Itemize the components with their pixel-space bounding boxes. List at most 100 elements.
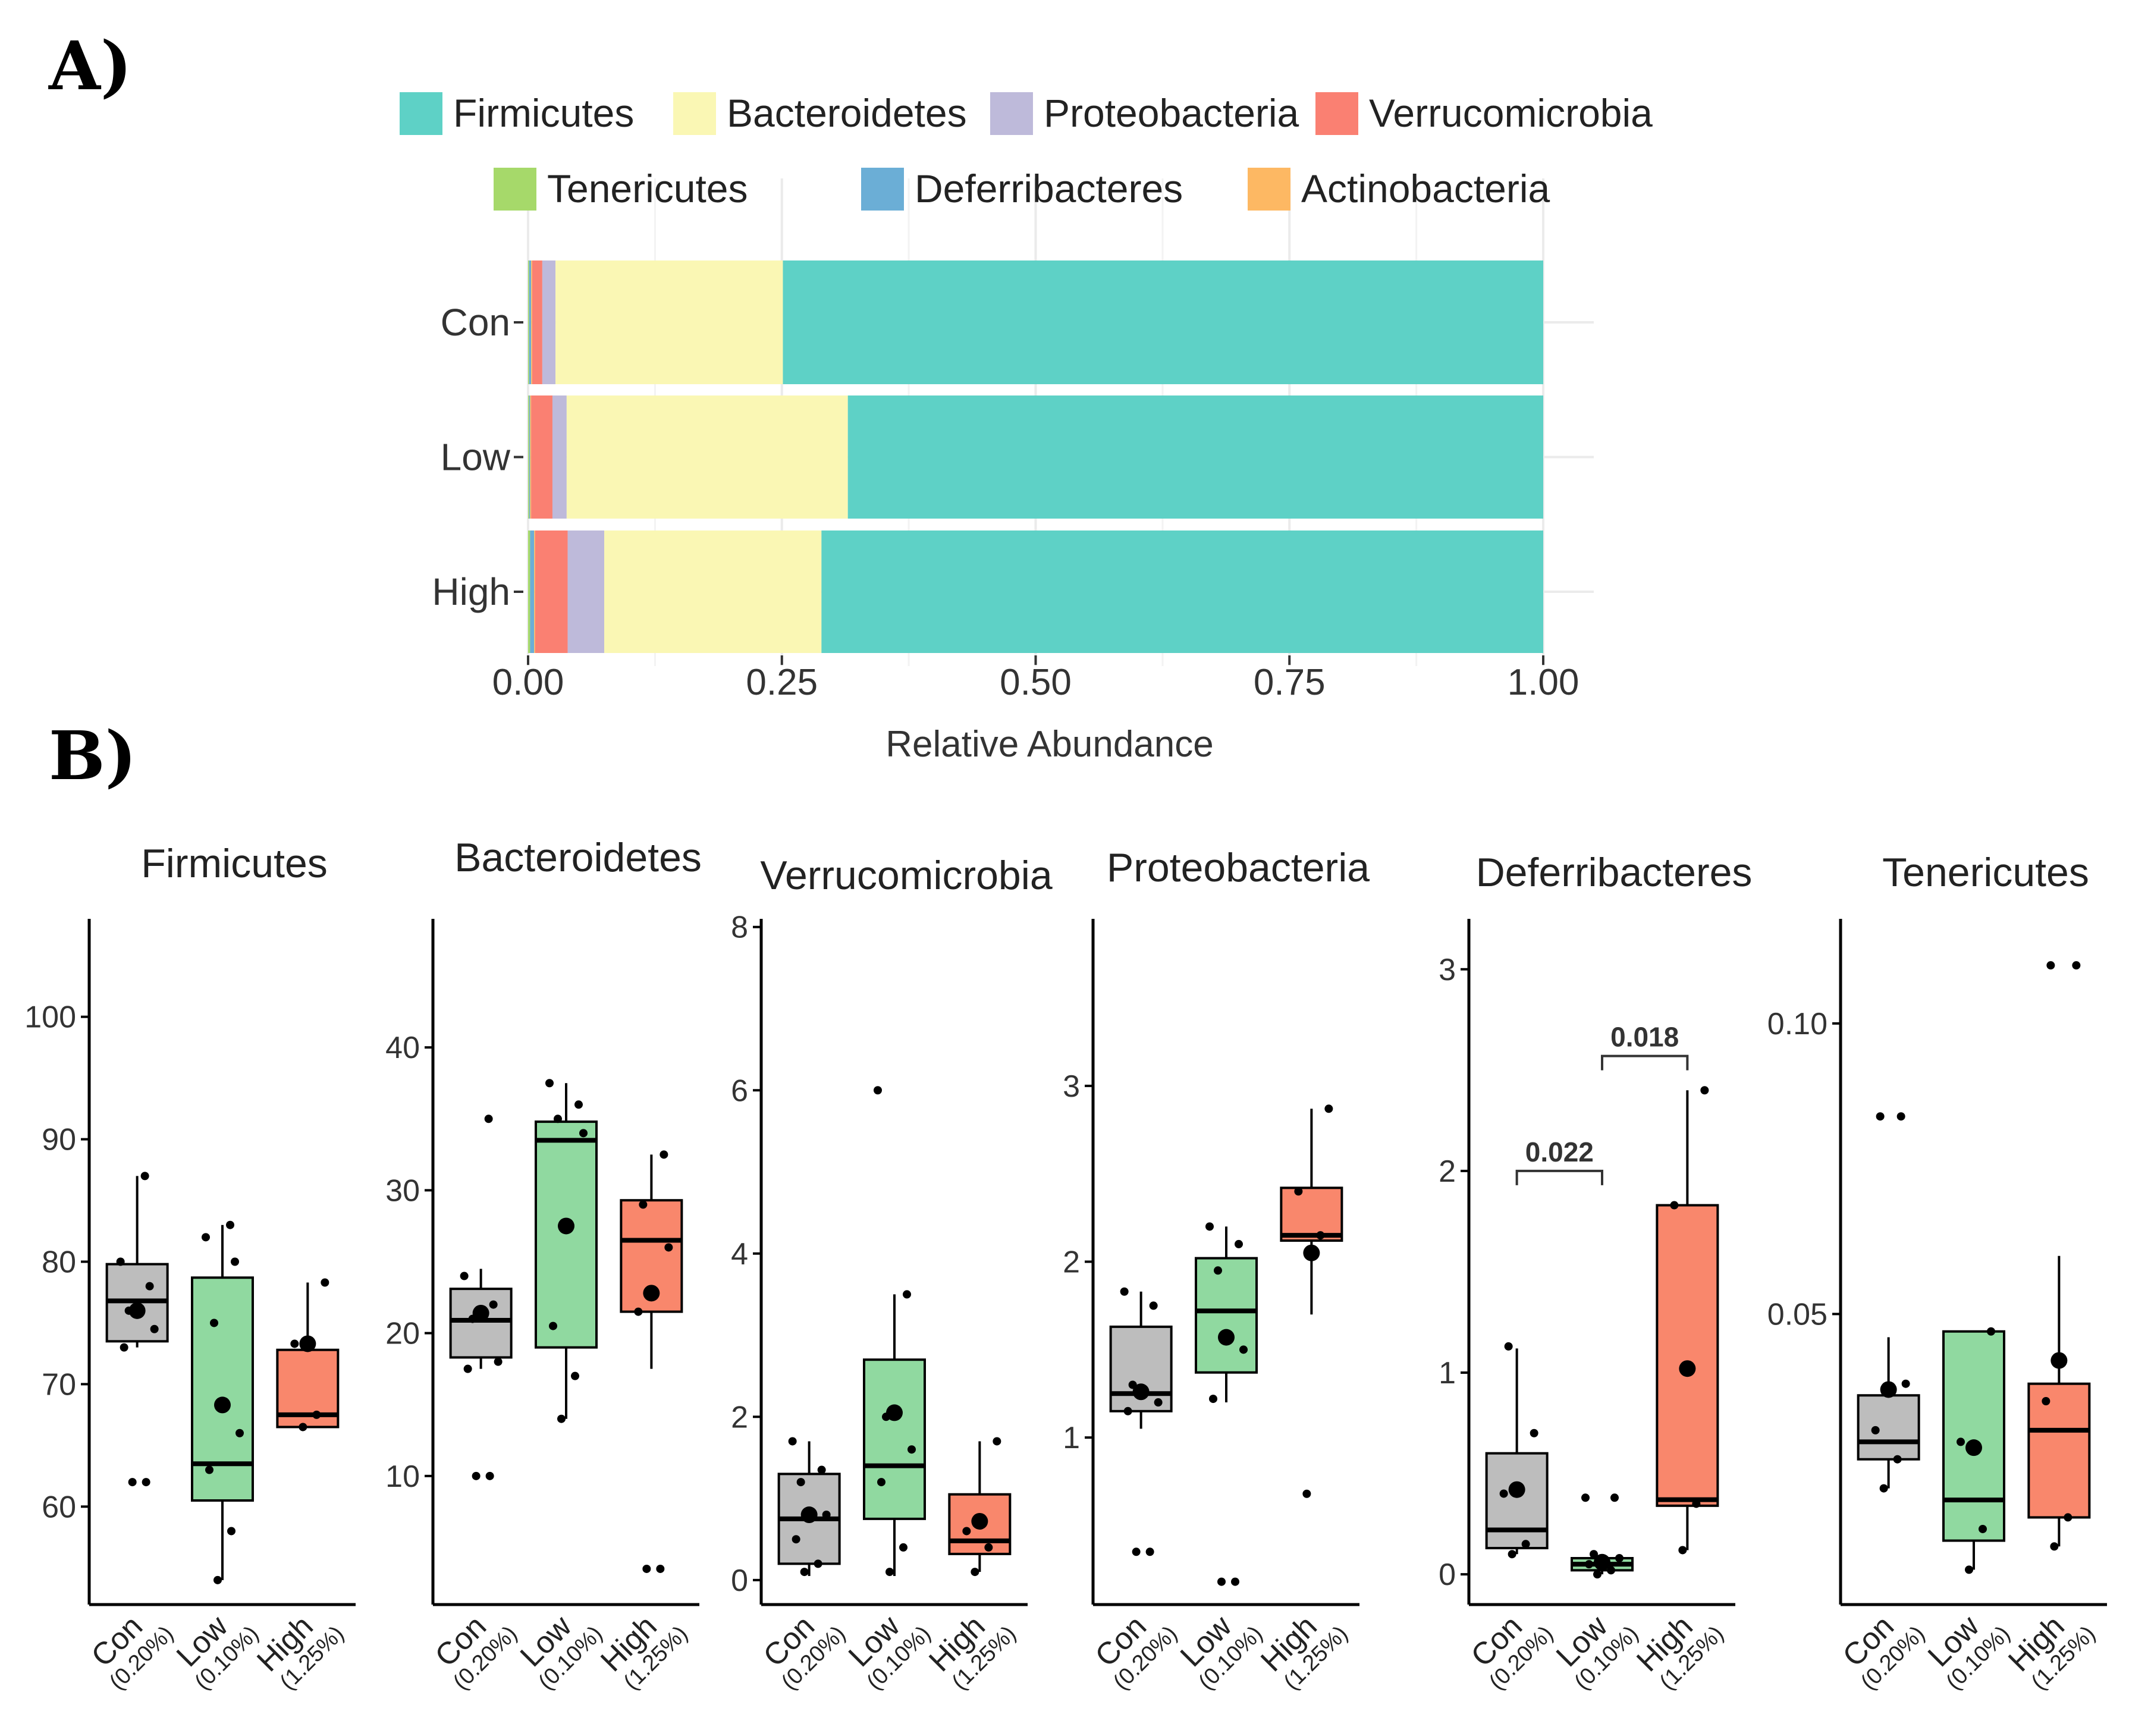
data-point <box>1670 1201 1679 1210</box>
y-tick-label: 10 <box>385 1459 420 1494</box>
data-point <box>1231 1577 1239 1586</box>
data-point <box>299 1423 307 1432</box>
mean-point <box>128 1302 146 1319</box>
box <box>863 1358 926 1520</box>
data-point <box>788 1437 797 1446</box>
data-point <box>1316 1231 1325 1240</box>
box <box>2027 1382 2091 1519</box>
legend-key-firmicutes <box>400 92 442 135</box>
data-point <box>579 1129 588 1138</box>
data-point <box>142 1478 150 1487</box>
data-point <box>210 1319 218 1327</box>
data-point <box>1893 1455 1902 1464</box>
legend-label-verrucomicrobia: Verrucomicrobia <box>1369 91 1653 135</box>
bar-segment-high-verrucomicrobia <box>535 530 568 653</box>
data-point <box>460 1272 469 1280</box>
bar-segment-con-bacteroidetes <box>555 260 783 384</box>
chart-title: Proteobacteria <box>1107 845 1370 890</box>
y-tick-label: 60 <box>42 1490 76 1524</box>
mean-point <box>643 1285 660 1302</box>
mean-point <box>1880 1381 1897 1398</box>
y-tick-label: 2 <box>1439 1154 1456 1189</box>
box <box>191 1276 254 1502</box>
mean-point <box>558 1217 574 1235</box>
panel-b-label: B) <box>49 717 137 795</box>
data-point <box>814 1559 822 1568</box>
panel-a-label: A) <box>48 27 132 105</box>
data-point <box>472 1471 481 1480</box>
data-point <box>1879 1484 1888 1493</box>
y-tick-label: 90 <box>42 1123 76 1157</box>
bar-segment-high-deferribacteres <box>530 530 535 653</box>
data-point <box>1154 1398 1163 1407</box>
data-point <box>1593 1570 1602 1579</box>
data-point <box>463 1364 472 1373</box>
data-point <box>664 1243 673 1252</box>
x-tick-label: 1.00 <box>1508 662 1580 703</box>
bar-segment-high-proteobacteria <box>567 530 605 653</box>
data-point <box>800 1568 809 1577</box>
bar-segment-low-tenericutes <box>528 395 529 519</box>
data-point <box>656 1564 665 1573</box>
data-point <box>1876 1112 1885 1121</box>
data-point <box>2042 1397 2050 1406</box>
data-point <box>1871 1426 1880 1434</box>
y-tick-label-low: Low <box>441 436 511 479</box>
data-point <box>116 1257 125 1266</box>
data-point <box>1521 1540 1530 1549</box>
data-point <box>202 1233 210 1242</box>
y-tick-label: 0 <box>1439 1558 1456 1592</box>
data-point <box>321 1278 329 1287</box>
bar-segment-low-bacteroidetes <box>566 395 848 519</box>
data-point <box>231 1257 239 1266</box>
y-tick-label: 0 <box>731 1564 748 1598</box>
y-tick-label: 1 <box>1063 1421 1080 1455</box>
mean-point <box>1132 1383 1150 1401</box>
bar-segment-con-tenericutes <box>528 260 529 384</box>
y-tick-labels: Con Low High <box>432 301 523 613</box>
box <box>535 1120 598 1349</box>
y-tick-label: 8 <box>731 911 748 945</box>
bar-segment-con-proteobacteria <box>542 260 556 384</box>
legend-key-proteobacteria <box>990 92 1033 135</box>
y-tick-label: 2 <box>731 1400 748 1434</box>
significance-bracket <box>1515 1169 1603 1185</box>
data-point <box>1302 1489 1311 1498</box>
data-point <box>903 1290 911 1299</box>
legend-label-firmicutes: Firmicutes <box>453 91 634 135</box>
mean-point <box>214 1396 231 1414</box>
mean-point <box>800 1506 818 1524</box>
legend-label-bacteroidetes: Bacteroidetes <box>727 91 967 135</box>
mean-point <box>1508 1481 1525 1498</box>
bar-segment-low-deferribacteres <box>529 395 530 519</box>
data-point <box>1585 1560 1593 1569</box>
data-point <box>484 1115 493 1123</box>
mean-point <box>2050 1352 2068 1369</box>
data-point <box>822 1511 831 1520</box>
legend-key-bacteroidetes <box>673 92 716 135</box>
y-tick-label: 0.05 <box>1767 1297 1827 1332</box>
data-point <box>874 1086 882 1095</box>
data-point <box>1214 1266 1222 1275</box>
bar-segment-con-verrucomicrobia <box>532 260 542 384</box>
bar-segment-con-deferribacteres <box>529 260 532 384</box>
data-point <box>817 1465 826 1474</box>
data-point <box>1678 1546 1687 1555</box>
chart-title: Deferribacteres <box>1476 850 1753 895</box>
data-point <box>205 1465 213 1474</box>
data-point <box>1149 1301 1158 1310</box>
legend-label-actinobacteria: Actinobacteria <box>1301 167 1550 211</box>
data-point <box>907 1445 916 1454</box>
significance-label: 0.022 <box>1525 1137 1594 1167</box>
bar-segment-low-verrucomicrobia <box>531 395 552 519</box>
data-point <box>485 1471 494 1480</box>
data-point <box>885 1568 894 1577</box>
data-point <box>1610 1493 1619 1502</box>
legend-key-tenericutes <box>494 168 536 211</box>
data-point <box>557 1414 566 1423</box>
y-tick-label: 40 <box>385 1031 420 1065</box>
mean-point <box>299 1335 316 1352</box>
x-tick-label: 0.25 <box>746 662 818 703</box>
data-point <box>1530 1429 1538 1437</box>
data-point <box>984 1543 993 1552</box>
